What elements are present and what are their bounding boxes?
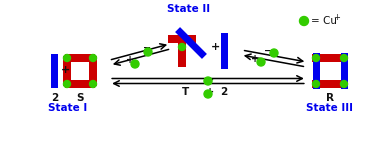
Text: S: S xyxy=(76,93,84,103)
Text: +: + xyxy=(61,65,71,75)
Circle shape xyxy=(90,80,96,87)
Text: State III: State III xyxy=(307,103,353,113)
Bar xyxy=(341,53,347,89)
Text: R: R xyxy=(326,93,334,103)
Bar xyxy=(65,54,95,62)
Circle shape xyxy=(313,80,319,87)
Text: +: + xyxy=(333,14,340,23)
Circle shape xyxy=(131,60,139,68)
Text: 2: 2 xyxy=(220,87,228,97)
Circle shape xyxy=(270,49,278,57)
Circle shape xyxy=(204,90,212,98)
Text: +: + xyxy=(211,42,221,52)
Circle shape xyxy=(299,17,308,25)
Circle shape xyxy=(64,55,71,62)
Circle shape xyxy=(144,48,152,56)
Bar xyxy=(89,56,97,86)
Circle shape xyxy=(64,80,71,87)
Polygon shape xyxy=(175,27,207,59)
Text: State I: State I xyxy=(48,103,88,113)
Circle shape xyxy=(90,55,96,62)
Text: = Cu: = Cu xyxy=(311,16,337,26)
Circle shape xyxy=(257,58,265,66)
Bar xyxy=(63,56,71,86)
Bar xyxy=(220,33,228,69)
Text: 2: 2 xyxy=(51,93,59,103)
Text: −: − xyxy=(206,75,214,85)
Bar xyxy=(65,80,95,88)
Bar xyxy=(312,80,348,88)
Text: T: T xyxy=(182,87,190,97)
Bar xyxy=(313,53,319,89)
Bar xyxy=(178,39,186,67)
Bar xyxy=(168,35,196,43)
Bar xyxy=(51,54,57,88)
Circle shape xyxy=(178,44,186,51)
Text: +: + xyxy=(206,87,214,97)
Text: +: + xyxy=(251,54,259,64)
Circle shape xyxy=(341,55,347,62)
Circle shape xyxy=(204,77,212,85)
Circle shape xyxy=(341,80,347,87)
Bar xyxy=(312,54,348,62)
Text: −: − xyxy=(143,43,151,53)
Circle shape xyxy=(313,55,319,62)
Text: −: − xyxy=(264,46,272,56)
Text: State II: State II xyxy=(167,4,211,14)
Text: +: + xyxy=(126,55,134,65)
